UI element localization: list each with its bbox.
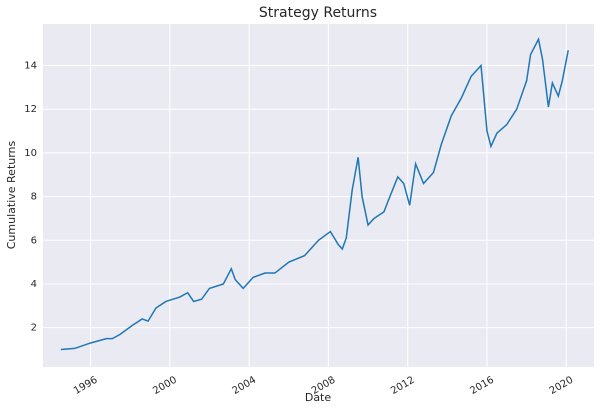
y-tick-label: 14	[24, 61, 37, 72]
y-tick-label: 4	[31, 279, 37, 290]
x-tick-label: 2020	[548, 375, 576, 397]
y-tick-label: 6	[31, 235, 37, 246]
y-tick-label: 2	[31, 323, 37, 334]
x-tick-label: 2016	[468, 375, 496, 397]
x-tick-label: 1996	[72, 375, 100, 397]
y-tick-label: 10	[24, 148, 37, 159]
x-tick-label: 2004	[231, 375, 259, 397]
x-tick-label: 2012	[389, 375, 417, 397]
plot-area	[43, 24, 594, 367]
x-axis-label: Date	[305, 391, 332, 404]
chart-title: Strategy Returns	[259, 5, 377, 21]
y-tick-label: 12	[24, 104, 37, 115]
y-axis-label: Cumulative Returns	[5, 140, 18, 249]
y-tick-label: 8	[31, 192, 37, 203]
x-tick-label: 2000	[151, 375, 179, 397]
line-series	[60, 37, 569, 351]
